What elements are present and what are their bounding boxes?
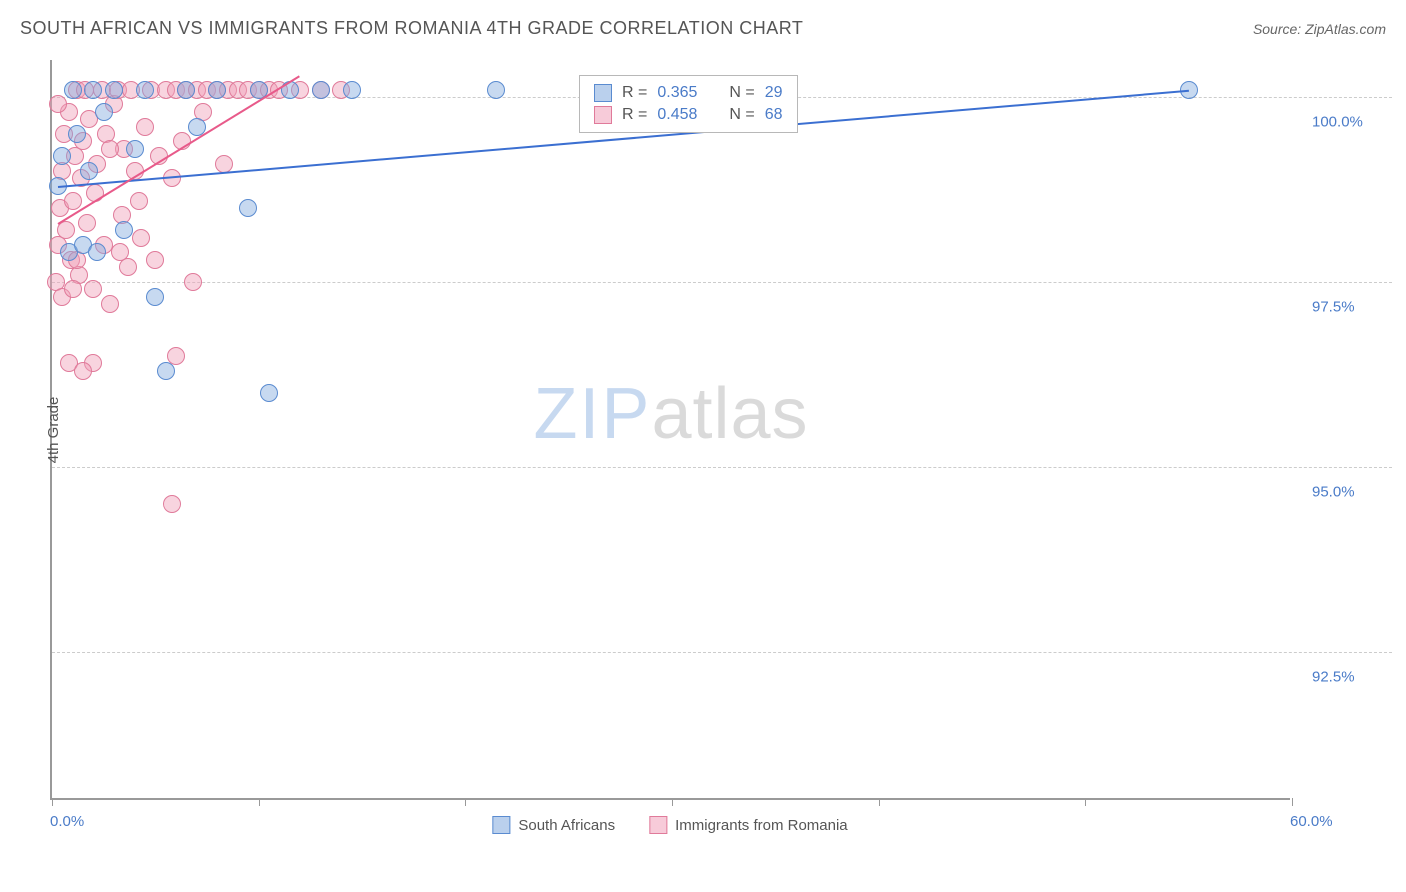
x-axis-label-min: 0.0% (50, 813, 84, 830)
stats-n-value: 29 (765, 84, 783, 102)
legend-swatch (492, 816, 510, 834)
bottom-legend: South Africans Immigrants from Romania (492, 816, 847, 834)
scatter-point (57, 221, 75, 239)
chart-title: SOUTH AFRICAN VS IMMIGRANTS FROM ROMANIA… (20, 18, 803, 39)
x-axis-label-max: 60.0% (1290, 813, 1333, 830)
scatter-point (101, 295, 119, 313)
legend-label: Immigrants from Romania (675, 817, 848, 834)
scatter-point (88, 243, 106, 261)
x-tick (465, 798, 466, 806)
stats-r-label: R = (622, 106, 647, 124)
scatter-point (84, 81, 102, 99)
scatter-point (239, 199, 257, 217)
stats-n-label: N = (729, 106, 754, 124)
scatter-point (74, 362, 92, 380)
legend-swatch (594, 106, 612, 124)
plot-area: ZIPatlas 92.5%95.0%97.5%100.0%R =0.365N … (50, 60, 1290, 800)
watermark-zip: ZIP (533, 374, 651, 454)
watermark: ZIPatlas (533, 373, 808, 455)
y-tick-label: 92.5% (1312, 669, 1355, 686)
scatter-point (146, 251, 164, 269)
scatter-point (64, 192, 82, 210)
plot-container: ZIPatlas 92.5%95.0%97.5%100.0%R =0.365N … (50, 60, 1290, 800)
scatter-point (64, 280, 82, 298)
scatter-point (163, 495, 181, 513)
gridline-h (52, 282, 1392, 283)
x-tick (879, 798, 880, 806)
scatter-point (111, 243, 129, 261)
scatter-point (78, 214, 96, 232)
legend-label: South Africans (518, 817, 615, 834)
scatter-point (68, 125, 86, 143)
scatter-point (343, 81, 361, 99)
title-bar: SOUTH AFRICAN VS IMMIGRANTS FROM ROMANIA… (20, 18, 1386, 39)
gridline-h (52, 467, 1392, 468)
legend-swatch (594, 84, 612, 102)
stats-n-label: N = (729, 84, 754, 102)
scatter-point (64, 81, 82, 99)
gridline-h (52, 652, 1392, 653)
scatter-point (126, 140, 144, 158)
x-tick (1292, 798, 1293, 806)
scatter-point (208, 81, 226, 99)
scatter-point (95, 103, 113, 121)
legend-swatch (649, 816, 667, 834)
y-tick-label: 95.0% (1312, 484, 1355, 501)
stats-r-value: 0.458 (657, 106, 697, 124)
legend-item: South Africans (492, 816, 615, 834)
scatter-point (49, 95, 67, 113)
source-label: Source: ZipAtlas.com (1253, 21, 1386, 37)
legend-item: Immigrants from Romania (649, 816, 848, 834)
scatter-point (136, 118, 154, 136)
watermark-atlas: atlas (651, 374, 808, 454)
scatter-point (84, 280, 102, 298)
x-tick (1085, 798, 1086, 806)
scatter-point (184, 273, 202, 291)
scatter-point (132, 229, 150, 247)
scatter-point (260, 384, 278, 402)
scatter-point (215, 155, 233, 173)
scatter-point (105, 81, 123, 99)
x-tick (259, 798, 260, 806)
y-tick-label: 100.0% (1312, 114, 1363, 131)
stats-r-label: R = (622, 84, 647, 102)
x-tick (52, 798, 53, 806)
scatter-point (146, 288, 164, 306)
stats-n-value: 68 (765, 106, 783, 124)
scatter-point (101, 140, 119, 158)
stats-row: R = 0.365 N = 29 (594, 82, 783, 104)
stats-r-value: 0.365 (657, 84, 697, 102)
y-axis-title: 4th Grade (45, 397, 62, 464)
scatter-point (157, 362, 175, 380)
scatter-point (130, 192, 148, 210)
scatter-point (312, 81, 330, 99)
scatter-point (177, 81, 195, 99)
scatter-point (115, 221, 133, 239)
scatter-point (136, 81, 154, 99)
y-tick-label: 97.5% (1312, 299, 1355, 316)
scatter-point (80, 162, 98, 180)
scatter-point (53, 147, 71, 165)
x-tick (672, 798, 673, 806)
stats-box: R = 0.365 N = 29 R = 0.458 N = 68 (579, 75, 798, 133)
scatter-point (487, 81, 505, 99)
stats-row: R = 0.458 N = 68 (594, 104, 783, 126)
